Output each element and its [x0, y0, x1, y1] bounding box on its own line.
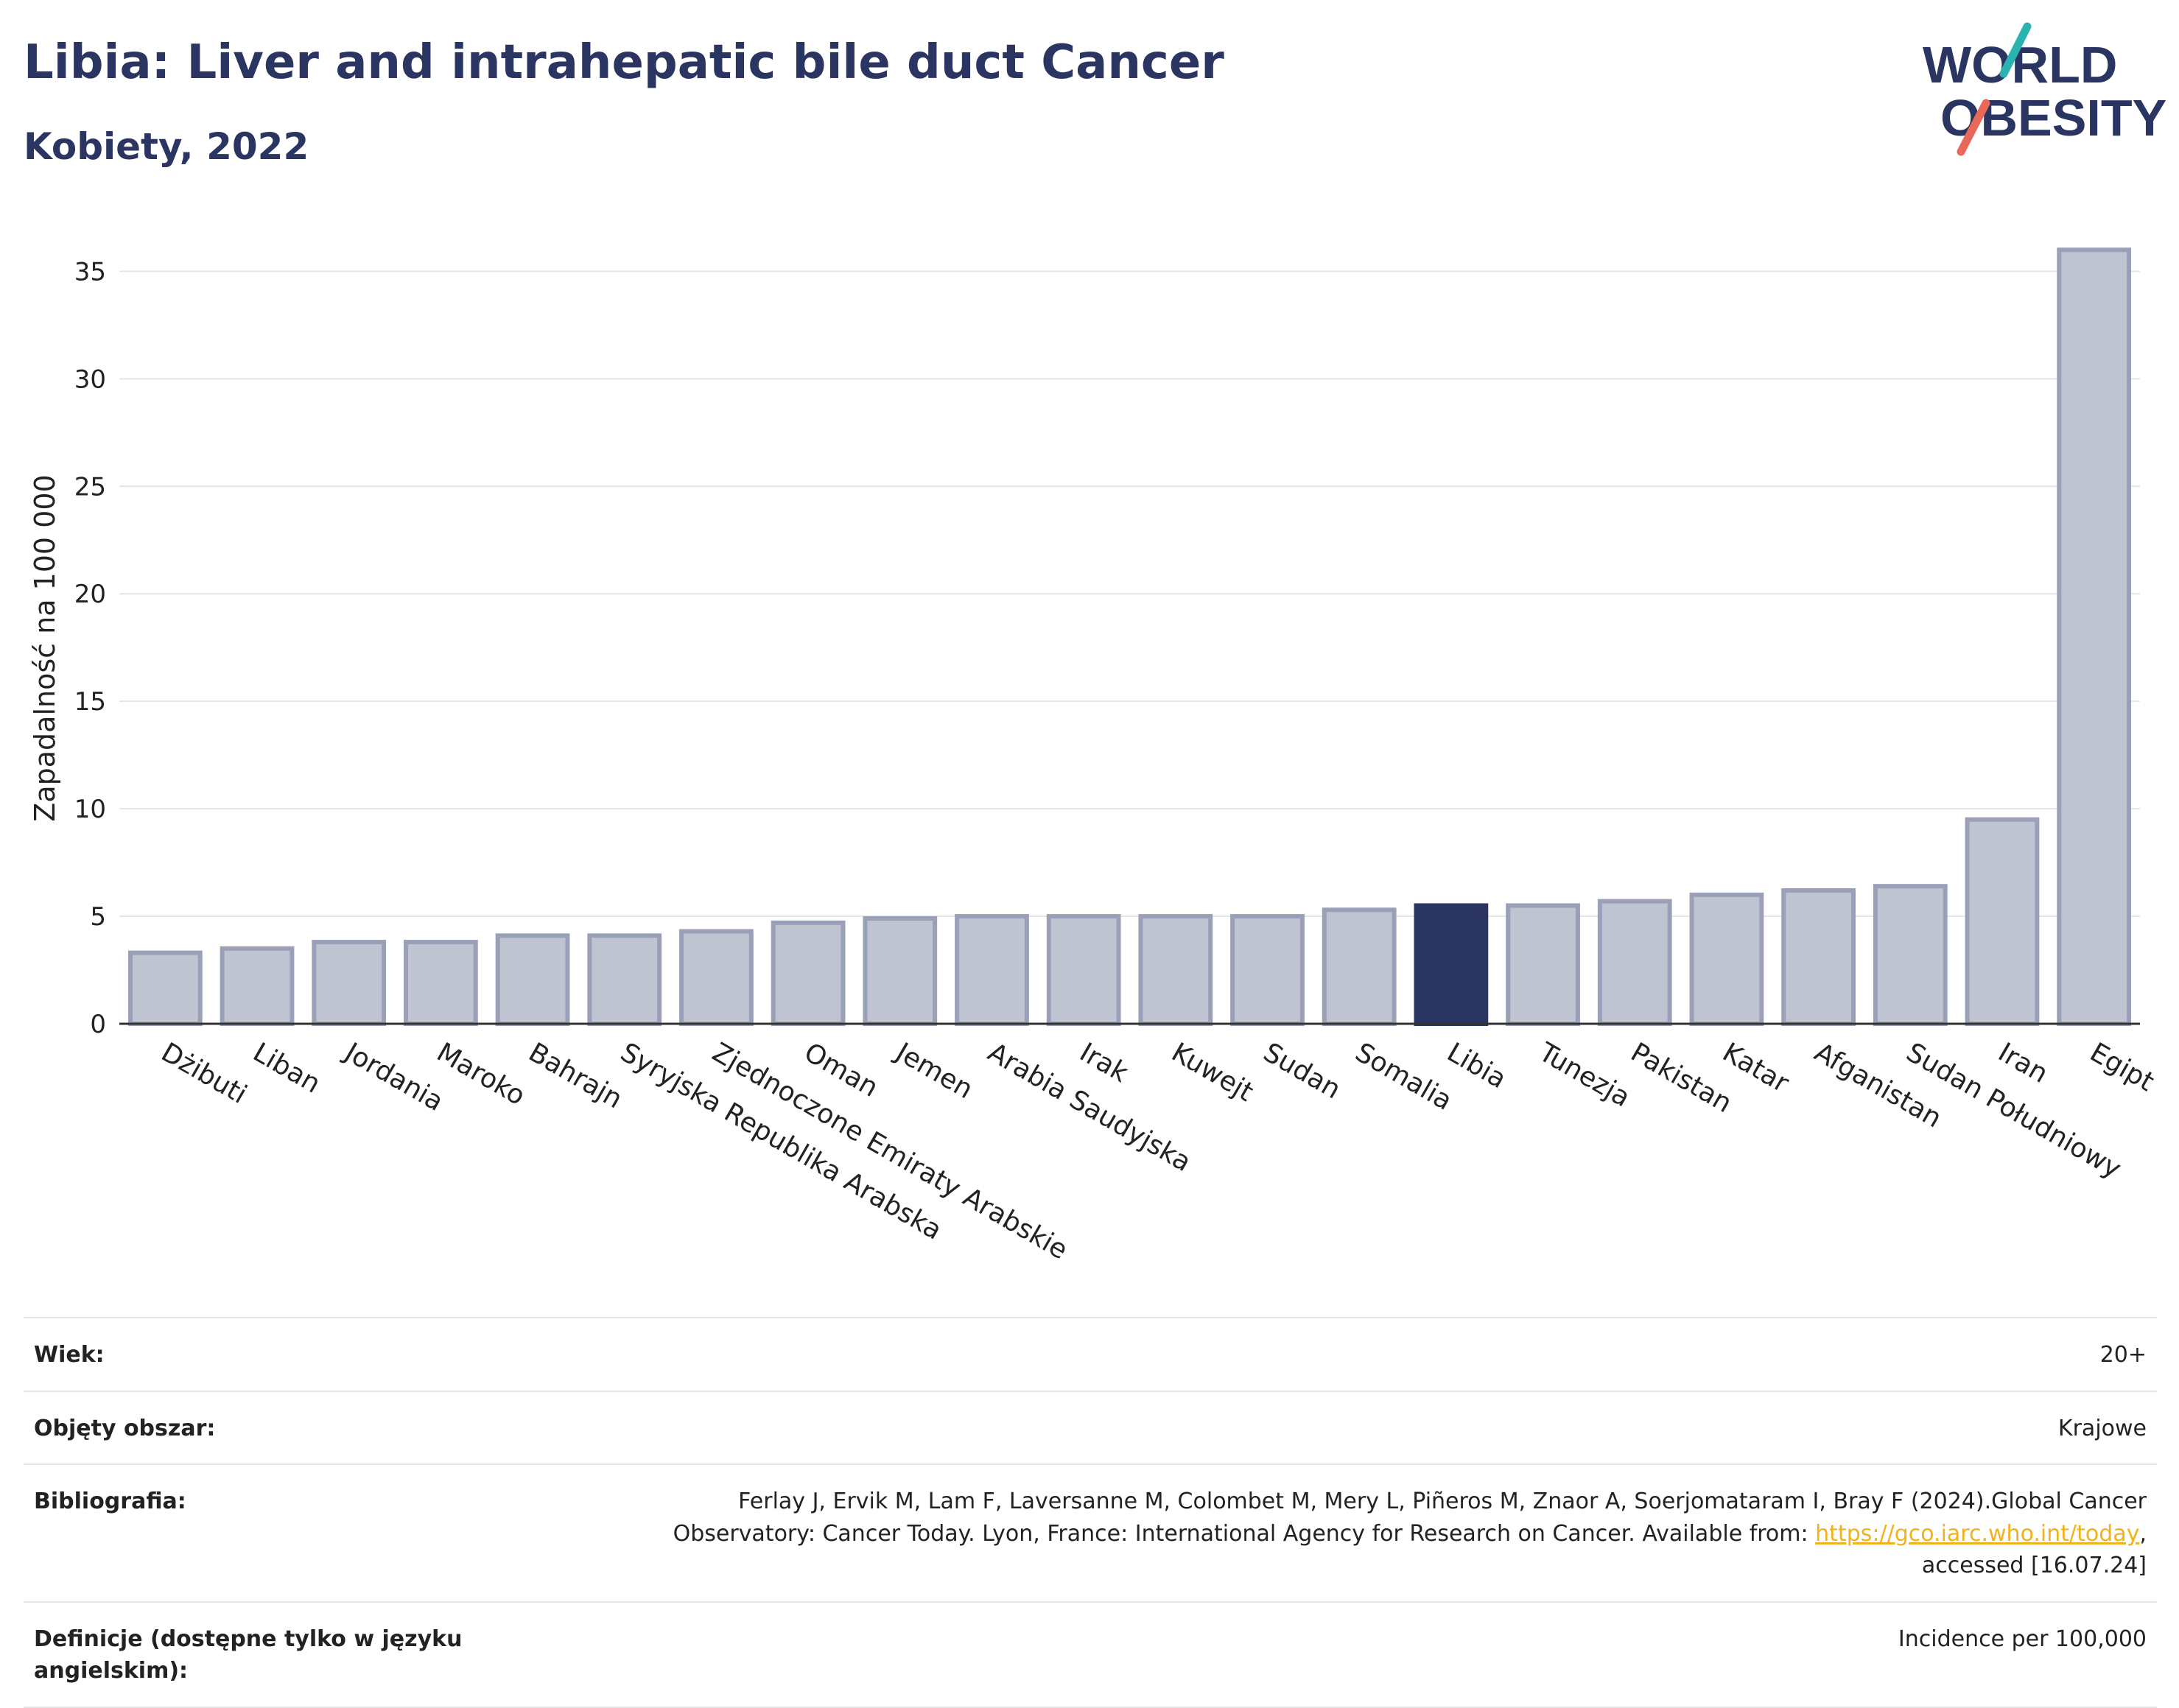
bar-iran[interactable]: [1965, 817, 2040, 1026]
meta-key-coverage: Objęty obszar:: [34, 1415, 216, 1441]
bar-katar[interactable]: [1689, 892, 1764, 1026]
bar-dżibuti[interactable]: [127, 950, 203, 1026]
bar-tunezja[interactable]: [1506, 903, 1580, 1027]
y-tick-label: 35: [74, 257, 106, 287]
bar-afganistan[interactable]: [1781, 888, 1856, 1027]
bar-zjednoczone-emiraty-arabskie[interactable]: [679, 929, 754, 1027]
x-tick-label: Jemen: [890, 1036, 978, 1105]
bar-jordania[interactable]: [312, 940, 387, 1026]
chart-title: Libia: Liver and intrahepatic bile duct …: [24, 35, 1224, 90]
meta-key-age: Wiek:: [34, 1342, 105, 1368]
x-tick-label: Iran: [1993, 1037, 2052, 1089]
y-axis-label: Zapadalność na 100 000: [29, 474, 61, 821]
x-tick-label: Somalia: [1350, 1037, 1457, 1117]
bibliography-line3: accessed [16.07.24]: [1921, 1553, 2147, 1578]
bar-somalia[interactable]: [1322, 907, 1397, 1026]
world-obesity-logo: WORLD OBESITY: [1923, 22, 2166, 156]
chart-subtitle: Kobiety, 2022: [24, 125, 309, 168]
y-tick-label: 30: [74, 365, 106, 394]
bar-syryjska-republika-arabska[interactable]: [587, 933, 662, 1027]
x-tick-label: Libia: [1442, 1037, 1511, 1094]
bar-arabia-saudyjska[interactable]: [955, 914, 1029, 1027]
y-tick-label: 5: [90, 902, 106, 932]
x-tick-label: Kuwejt: [1166, 1037, 1258, 1108]
y-tick-label: 25: [74, 472, 106, 502]
logo-slash-teal: [1999, 22, 2032, 78]
bar-oman[interactable]: [771, 920, 846, 1026]
x-tick-label: Pakistan: [1626, 1037, 1737, 1119]
bar-irak[interactable]: [1046, 914, 1121, 1027]
bar-maroko[interactable]: [404, 940, 478, 1026]
bar-liban[interactable]: [220, 946, 295, 1026]
x-tick-label: Jordania: [338, 1036, 448, 1117]
meta-key-bibliography: Bibliografia:: [34, 1489, 186, 1514]
x-tick-label: Irak: [1075, 1037, 1134, 1089]
bar-egipt[interactable]: [2057, 247, 2132, 1026]
bar-sudan[interactable]: [1230, 914, 1305, 1027]
bar-libia[interactable]: [1414, 903, 1489, 1027]
x-tick-label: Tunezja: [1533, 1037, 1635, 1114]
bar-sudan-południowy[interactable]: [1873, 884, 1948, 1027]
bibliography-line2: Observatory: Cancer Today. Lyon, France:…: [673, 1520, 1816, 1547]
x-tick-label: Bahrajn: [524, 1037, 628, 1114]
y-tick-label: 15: [74, 687, 106, 717]
bar-bahrajn[interactable]: [495, 933, 570, 1027]
meta-row-coverage: Objęty obszar: Krajowe: [24, 1390, 2157, 1464]
y-tick-label: 20: [74, 580, 106, 609]
bars: [127, 247, 2132, 1027]
meta-value-coverage: Krajowe: [2057, 1415, 2147, 1441]
meta-value-definitions: Incidence per 100,000: [1898, 1626, 2147, 1652]
meta-key-definitions: Definicje (dostępne tylko w języku angie…: [34, 1626, 463, 1684]
x-tick-label: Maroko: [432, 1037, 530, 1111]
meta-value-bibliography: Ferlay J, Ervik M, Lam F, Laversanne M, …: [673, 1486, 2147, 1582]
bibliography-line2-end: ,: [2139, 1520, 2147, 1547]
grid-lines: [119, 270, 2140, 918]
y-tick-label: 10: [74, 795, 106, 824]
bar-kuwejt[interactable]: [1138, 914, 1213, 1027]
meta-row-age: Wiek: 20+: [24, 1317, 2157, 1391]
bar-jemen[interactable]: [863, 915, 938, 1026]
meta-row-bibliography: Bibliografia: Ferlay J, Ervik M, Lam F, …: [24, 1463, 2157, 1601]
bibliography-link[interactable]: https://gco.iarc.who.int/today: [1815, 1520, 2140, 1547]
bar-pakistan[interactable]: [1597, 899, 1672, 1027]
x-tick-label: Dżibuti: [156, 1037, 252, 1110]
logo-slash-coral: [1957, 99, 1990, 156]
x-tick-label: Sudan: [1258, 1037, 1346, 1105]
meta-value-age: 20+: [2099, 1342, 2147, 1368]
x-tick-label: Egipt: [2085, 1037, 2159, 1097]
x-tick-label: Liban: [248, 1037, 326, 1099]
metadata-table: Wiek: 20+ Objęty obszar: Krajowe Bibliog…: [24, 1317, 2157, 1708]
y-tick-label: 0: [90, 1010, 106, 1039]
bibliography-line1: Ferlay J, Ervik M, Lam F, Laversanne M, …: [738, 1489, 2147, 1514]
